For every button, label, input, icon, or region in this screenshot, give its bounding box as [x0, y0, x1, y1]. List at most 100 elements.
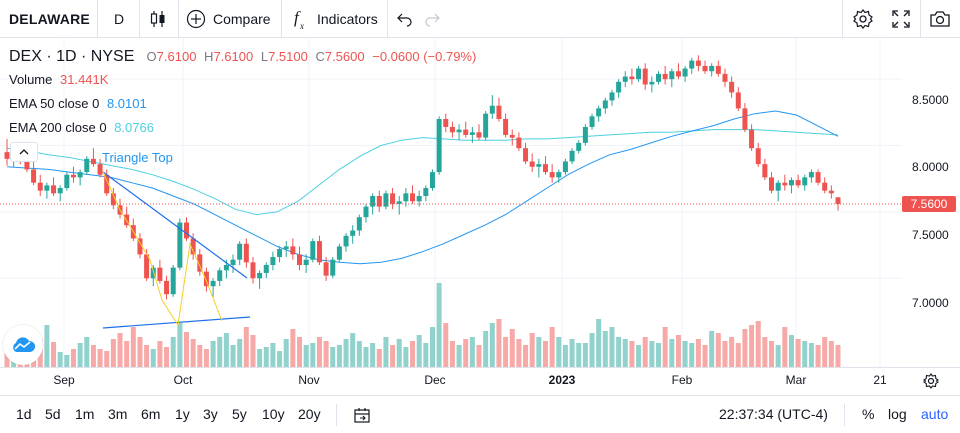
high-label: H: [204, 49, 214, 64]
range-6m[interactable]: 6m: [141, 406, 161, 422]
chart-type-button[interactable]: [148, 0, 168, 37]
volume-bar: [250, 335, 256, 367]
time-scale[interactable]: Sep Oct Nov Dec 2023 Feb Mar 21: [0, 367, 960, 394]
ema200-legend[interactable]: EMA 200 close 0 8.0766: [9, 120, 154, 135]
volume-bar: [629, 341, 635, 367]
volume-label: Volume: [9, 72, 53, 87]
candle-body: [183, 222, 189, 239]
range-5d[interactable]: 5d: [45, 406, 61, 422]
clock[interactable]: 22:37:34 (UTC-4): [719, 406, 828, 422]
volume-bar: [596, 319, 602, 367]
candle-body: [44, 185, 50, 191]
candle-body: [702, 65, 708, 72]
candle-body: [509, 134, 515, 138]
volume-bar: [177, 323, 183, 367]
volume-bar: [516, 339, 522, 367]
change-value: −0.0600 (−0.79%): [372, 49, 477, 64]
candle-body: [164, 280, 170, 295]
collapse-legend-button[interactable]: [10, 142, 38, 162]
volume-bar: [157, 341, 163, 367]
candle-body: [822, 182, 828, 191]
volume-bar: [203, 349, 209, 367]
volume-bar: [310, 343, 316, 367]
ema50-legend[interactable]: EMA 50 close 0 8.0101: [9, 96, 147, 111]
volume-bar: [483, 331, 489, 367]
volume-bar: [489, 323, 495, 367]
settings-button[interactable]: [852, 0, 874, 37]
candle-body: [622, 76, 628, 82]
candle-body: [363, 206, 369, 218]
time-tick: Oct: [173, 373, 193, 387]
volume-bar: [788, 335, 794, 367]
volume-bar: [370, 343, 376, 367]
volume-bar: [44, 325, 50, 367]
candle-body: [788, 180, 794, 186]
range-10y[interactable]: 10y: [262, 406, 285, 422]
candle-body: [343, 235, 349, 247]
ohlc-legend: DEX · 1D · NYSE O7.6100 H7.6100 L7.5100 …: [9, 48, 476, 66]
redo-button[interactable]: [423, 0, 441, 37]
svg-text:f: f: [294, 8, 301, 27]
candle-body: [469, 132, 475, 135]
price-scale[interactable]: 8.5000 8.0000 7.5000 7.0000: [902, 38, 960, 367]
candle-body: [503, 119, 509, 135]
indicators-button[interactable]: f x Indicators: [292, 0, 378, 37]
candle-body: [104, 174, 110, 194]
volume-bar: [656, 343, 662, 367]
candle-body: [582, 126, 588, 143]
triangle-upper-line: [102, 171, 248, 279]
interval-button[interactable]: D: [114, 10, 125, 27]
range-1y[interactable]: 1y: [175, 406, 190, 422]
candle-body: [390, 193, 396, 204]
triangle-top-annotation[interactable]: Triangle Top: [102, 150, 173, 165]
auto-toggle[interactable]: auto: [921, 406, 949, 422]
candle-body: [649, 81, 655, 85]
candle-body: [330, 259, 336, 276]
current-price-tag: 7.5600: [902, 195, 956, 212]
volume-bar: [589, 333, 595, 367]
volume-bar: [124, 341, 130, 367]
volume-bar: [469, 337, 475, 367]
candle-body: [290, 246, 296, 255]
volume-bar: [303, 345, 309, 367]
volume-bar: [356, 341, 362, 367]
chart-logo[interactable]: [3, 325, 43, 365]
candle-body: [662, 73, 668, 80]
range-5y[interactable]: 5y: [232, 406, 247, 422]
log-toggle[interactable]: log: [888, 406, 907, 422]
range-20y[interactable]: 20y: [298, 406, 321, 422]
undo-button[interactable]: [396, 0, 414, 37]
candle-body: [429, 172, 435, 189]
volume-bar: [782, 327, 788, 367]
price-tick: 7.5000: [912, 228, 949, 242]
range-1m[interactable]: 1m: [75, 406, 95, 422]
volume-bar: [316, 337, 322, 367]
fullscreen-button[interactable]: [891, 0, 911, 37]
candle-body: [416, 195, 422, 202]
volume-bar: [350, 333, 356, 367]
toolbar-divider: [920, 0, 921, 37]
gear-icon: [853, 8, 873, 29]
price-chart[interactable]: [0, 38, 902, 367]
scale-settings-icon[interactable]: [922, 372, 940, 390]
range-3y[interactable]: 3y: [203, 406, 218, 422]
range-1d[interactable]: 1d: [16, 406, 32, 422]
range-3m[interactable]: 3m: [108, 406, 128, 422]
candle-body: [316, 241, 322, 263]
volume-bar: [523, 345, 529, 367]
volume-bar: [556, 337, 562, 367]
volume-bar: [456, 345, 462, 367]
top-toolbar: DELAWARE D Compare f x Indicators: [0, 0, 960, 38]
candle-body: [230, 259, 236, 265]
close-label: C: [315, 49, 325, 64]
percent-toggle[interactable]: %: [862, 406, 875, 422]
go-to-date-icon[interactable]: [353, 406, 371, 424]
volume-legend[interactable]: Volume 31.441K: [9, 72, 108, 87]
symbol-search[interactable]: DELAWARE: [9, 10, 90, 27]
screenshot-button[interactable]: [929, 0, 951, 37]
candle-body: [695, 60, 701, 66]
volume-bar: [423, 343, 429, 367]
candle-body: [516, 137, 522, 149]
compare-button[interactable]: Compare: [186, 0, 271, 37]
indicators-label: Indicators: [317, 10, 378, 27]
